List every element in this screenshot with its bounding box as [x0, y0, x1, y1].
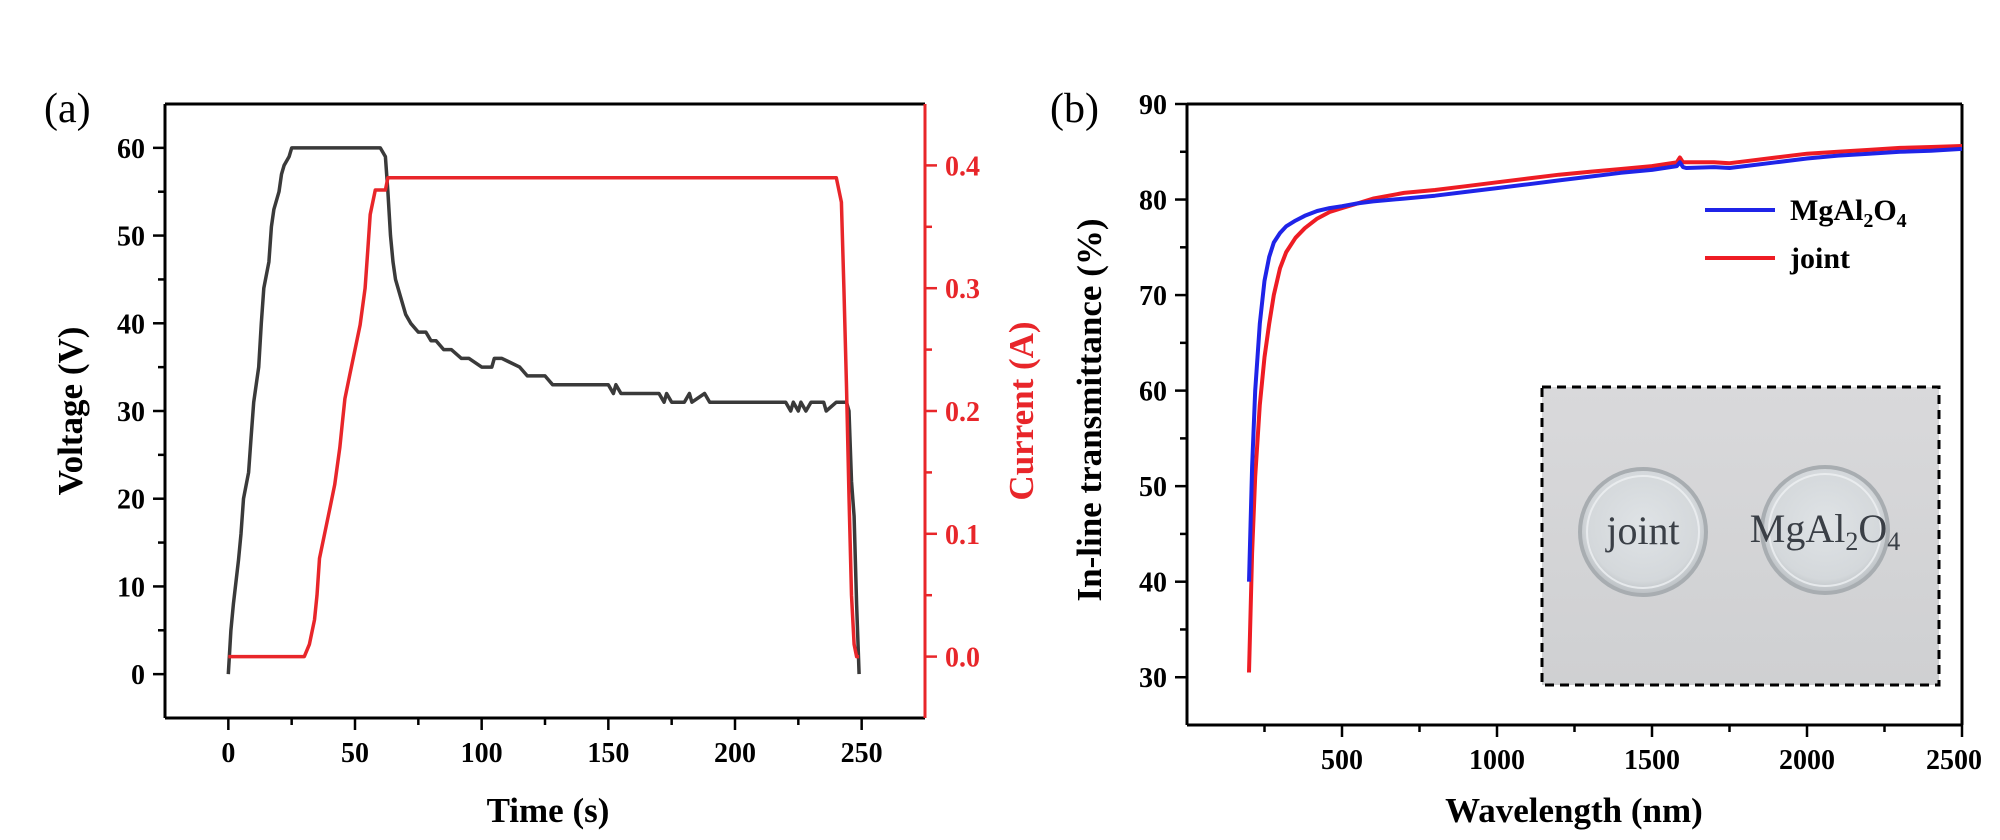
x-tick-label-b-0: 500 [1321, 745, 1363, 776]
panel-label-b: (b) [1050, 86, 1099, 132]
y2-axis-title-a: Current (A) [1002, 321, 1041, 500]
y-tick-label-b-3: 60 [1139, 377, 1167, 408]
series-line-current [228, 175, 860, 659]
series-line-mgal2o4 [1247, 146, 1963, 582]
x-tick-label-b-2: 1500 [1624, 745, 1680, 776]
chart-panel-b: (b) 500 1000 1500 2000 2500 30 40 50 60 70 80 90 j… [1050, 86, 1982, 830]
y-tick-label-a-3: 30 [117, 397, 145, 428]
inset-label-mgal2o4: MgAl2O4 [1750, 506, 1900, 556]
y-ticks-a: 0 10 20 30 40 50 60 [117, 134, 165, 691]
y-tick-label-b-1: 40 [1139, 568, 1167, 599]
x-tick-label-a-3: 150 [587, 738, 629, 769]
series-line-joint [1247, 144, 1963, 673]
x-ticks-a: 0 50 100 150 200 250 [221, 718, 883, 769]
x-tick-label-a-1: 50 [341, 738, 369, 769]
x-axis-title-b: Wavelength (nm) [1445, 791, 1703, 830]
y-tick-label-b-0: 30 [1139, 663, 1167, 694]
y-tick-label-a-5: 50 [117, 222, 145, 253]
y-tick-label-a-1: 10 [117, 572, 145, 603]
y-ticks-b: 30 40 50 60 70 80 90 [1139, 90, 1187, 694]
y-tick-label-b-4: 70 [1139, 281, 1167, 312]
panel-label-a: (a) [44, 86, 91, 132]
y-tick-label-a-4: 40 [117, 309, 145, 340]
legend-label-mgal2o4: MgAl2O4 [1790, 194, 1907, 232]
x-tick-label-b-3: 2000 [1779, 745, 1835, 776]
series-line-voltage [226, 146, 861, 675]
series-group-b [1247, 144, 1963, 673]
x-tick-label-a-2: 100 [461, 738, 503, 769]
x-ticks-b: 500 1000 1500 2000 2500 [1263, 725, 1982, 776]
y-tick-label-a-2: 20 [117, 485, 145, 516]
inset-border [1540, 385, 1941, 687]
y-tick-label-b-5: 80 [1139, 186, 1167, 217]
legend-b: MgAl2O4 joint [1705, 194, 1907, 275]
legend-label-joint: joint [1789, 242, 1850, 275]
y-tick-label-a-0: 0 [131, 660, 145, 691]
x-tick-label-a-0: 0 [221, 738, 235, 769]
y-tick-label-b-2: 50 [1139, 472, 1167, 503]
x-tick-label-b-1: 1000 [1469, 745, 1525, 776]
inset-disk-joint [1578, 467, 1708, 597]
y-axis-title-b: In-line transmittance (%) [1070, 218, 1109, 601]
x-axis-title-a: Time (s) [487, 791, 610, 830]
y2-tick-label-a-4: 0.4 [945, 151, 980, 182]
y-tick-label-a-6: 60 [117, 134, 145, 165]
series-group-a [226, 146, 861, 675]
inset-disk-joint-rim [1586, 475, 1700, 589]
y2-ticks-a: 0.0 0.1 0.2 0.3 0.4 [925, 151, 980, 674]
x-tick-label-b-4: 2500 [1926, 745, 1982, 776]
inset-photo: joint MgAl2O4 [1540, 385, 1941, 687]
y2-tick-label-a-2: 0.2 [945, 397, 980, 428]
inset-disk-mgal2o4-rim [1768, 473, 1882, 587]
inset-label-joint: joint [1604, 508, 1679, 553]
chart-panel-a: (a) 0 50 100 150 200 250 0 10 20 30 40 50 60 0.0 0.1… [44, 86, 1041, 830]
x-tick-label-a-4: 200 [714, 738, 756, 769]
inset-disk-mgal2o4 [1760, 465, 1890, 595]
y2-tick-label-a-3: 0.3 [945, 274, 980, 305]
y-tick-label-b-6: 90 [1139, 90, 1167, 121]
y2-tick-label-a-1: 0.1 [945, 520, 980, 551]
x-tick-label-a-5: 250 [841, 738, 883, 769]
y2-tick-label-a-0: 0.0 [945, 643, 980, 674]
y-axis-title-a: Voltage (V) [51, 327, 90, 496]
